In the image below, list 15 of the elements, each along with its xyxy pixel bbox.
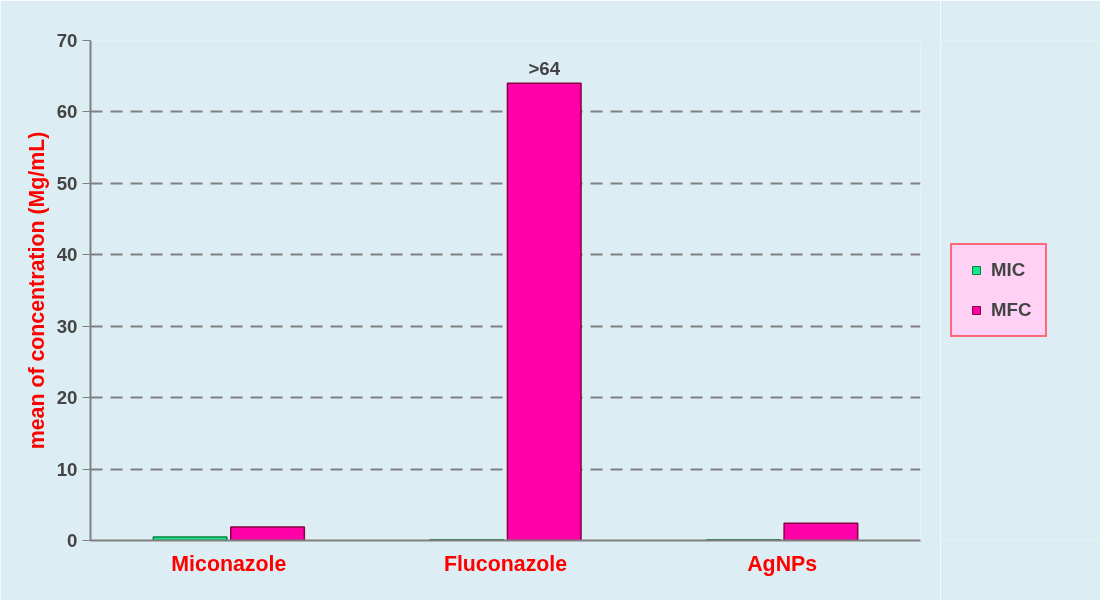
annotation: >64 (528, 58, 561, 80)
y-tick-label: 50 (56, 172, 78, 194)
y-tick-label: 0 (67, 530, 78, 551)
legend-label: MIC (991, 259, 1026, 281)
y-tick-label: 10 (56, 458, 78, 480)
y-tick-label: 40 (56, 244, 78, 266)
y-tick-label: 60 (56, 101, 78, 123)
x-tick-label: AgNPs (747, 551, 818, 576)
x-tick-label: Miconazole (171, 551, 287, 576)
y-tick-label: 30 (56, 315, 78, 337)
y-axis-title: mean of concentration (Mg/mL) (24, 131, 49, 450)
legend-label: MFC (991, 299, 1032, 321)
y-tick-label: 20 (56, 387, 78, 409)
x-tick-label: Fluconazole (443, 551, 568, 576)
y-tick-label: 70 (56, 30, 78, 51)
